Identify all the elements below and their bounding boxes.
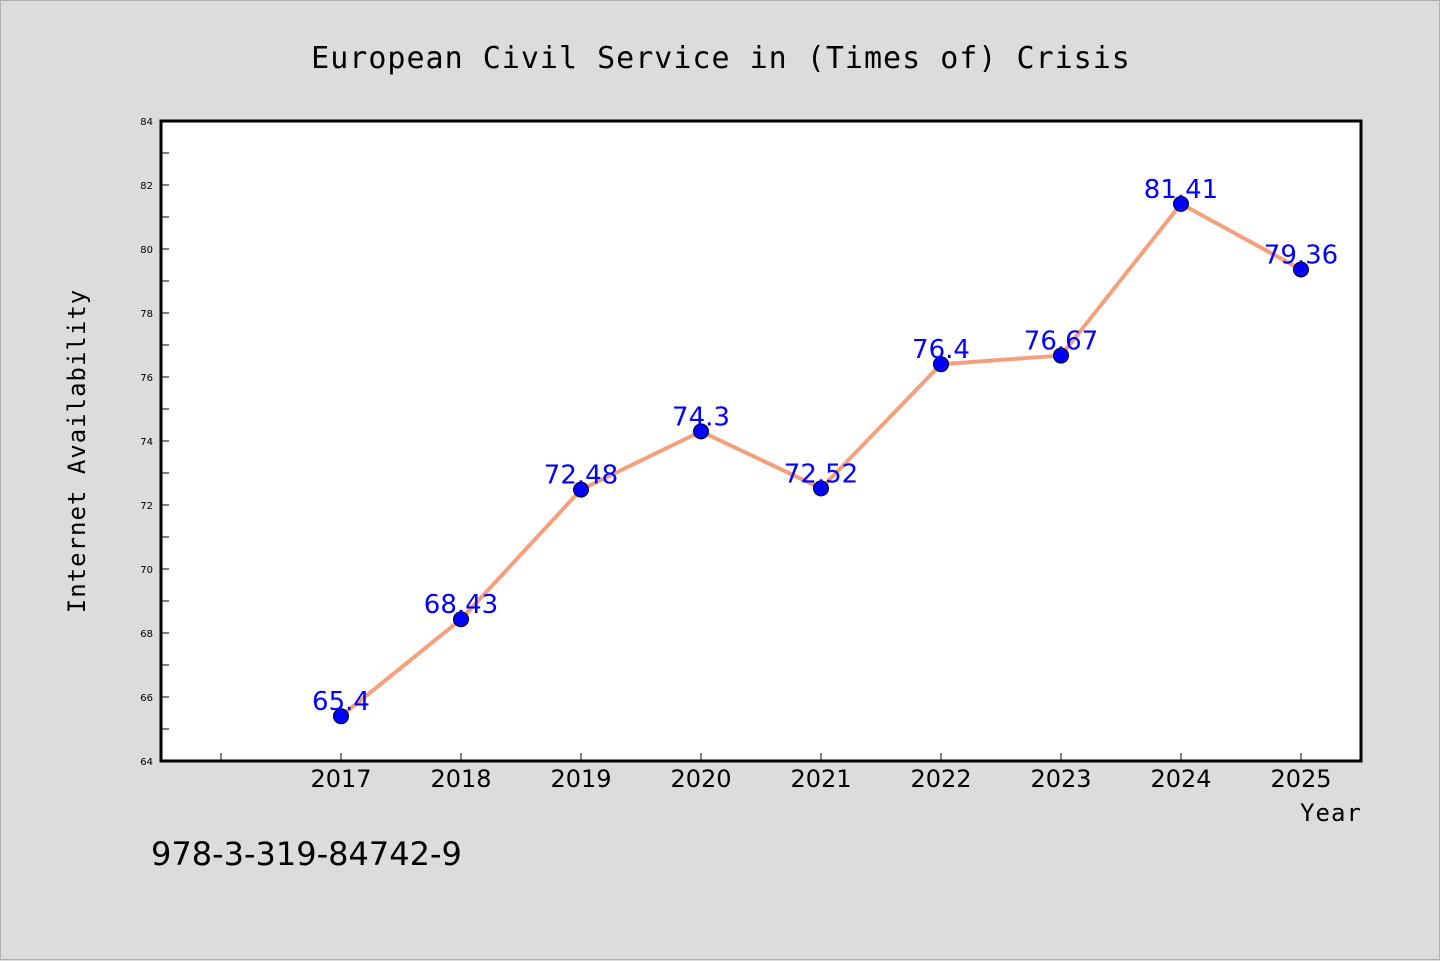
data-label: 81.41 xyxy=(1144,175,1218,205)
y-tick-label: 80 xyxy=(140,245,153,256)
data-label: 76.4 xyxy=(912,335,970,365)
chart-title: European Civil Service in (Times of) Cri… xyxy=(311,41,1131,76)
y-tick-label: 64 xyxy=(140,757,153,768)
x-tick-label: 2020 xyxy=(670,765,731,793)
data-point xyxy=(453,611,469,628)
data-label: 72.48 xyxy=(544,461,618,491)
data-point xyxy=(1053,347,1069,364)
isbn-annotation: 978-3-319-84742-9 xyxy=(151,835,462,873)
data-point xyxy=(333,708,349,725)
y-axis-title: Internet Availability xyxy=(63,289,91,613)
data-labels: 65.4 68.43 72.48 74.3 72.52 76.4 76.67 81.41 79.… xyxy=(312,175,1338,717)
y-tick-label: 82 xyxy=(140,181,153,192)
data-point xyxy=(573,481,589,498)
x-tick-label: 2017 xyxy=(310,765,371,793)
data-point xyxy=(813,480,829,497)
y-tick-label: 78 xyxy=(140,309,153,320)
x-tick-label: 2024 xyxy=(1150,765,1211,793)
data-point xyxy=(933,356,949,373)
data-point xyxy=(1173,195,1189,212)
data-label: 79.36 xyxy=(1264,240,1338,270)
x-tick-label: 2019 xyxy=(550,765,611,793)
y-tick-label: 72 xyxy=(140,501,153,512)
x-axis-title: Year xyxy=(1300,799,1362,827)
x-tick-label: 2018 xyxy=(430,765,491,793)
x-tick-label: 2023 xyxy=(1030,765,1091,793)
y-tick-label: 74 xyxy=(140,437,153,448)
data-label: 72.52 xyxy=(784,459,858,489)
data-label: 74.3 xyxy=(672,402,730,432)
y-axis: 64 66 68 70 72 74 76 78 80 82 84 xyxy=(140,117,169,768)
y-tick-label: 66 xyxy=(140,693,153,704)
x-tick-label: 2025 xyxy=(1270,765,1331,793)
y-tick-label: 84 xyxy=(140,117,153,128)
series-layer xyxy=(333,195,1309,725)
x-tick-label: 2021 xyxy=(790,765,851,793)
data-label: 65.4 xyxy=(312,687,370,717)
plot-area xyxy=(159,119,1363,763)
y-tick-label: 68 xyxy=(140,629,153,640)
y-tick-label: 76 xyxy=(140,373,153,384)
data-label: 76.67 xyxy=(1024,327,1098,357)
data-point xyxy=(693,423,709,440)
y-tick-label: 70 xyxy=(140,565,153,576)
data-label: 68.43 xyxy=(424,590,498,620)
x-axis: 2017 2018 2019 2020 2021 2022 2023 2024 2025 xyxy=(220,753,1332,793)
x-tick-label: 2022 xyxy=(910,765,971,793)
data-point xyxy=(1293,261,1309,278)
